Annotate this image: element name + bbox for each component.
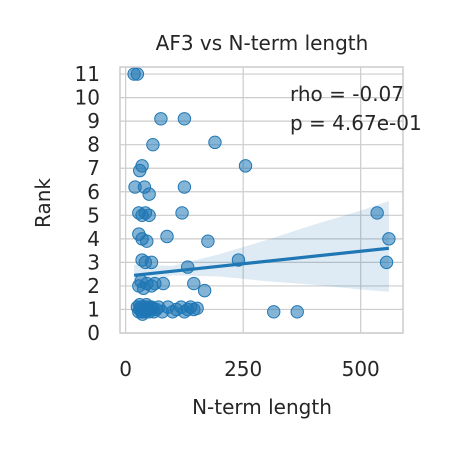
data-point	[370, 206, 384, 220]
x-tick-label: 500	[342, 357, 380, 381]
data-point	[190, 301, 204, 315]
data-point	[144, 255, 159, 270]
x-axis-label: N-term length	[192, 395, 332, 419]
p-value-annotation: p = 4.67e-01	[290, 111, 422, 135]
rho-annotation: rho = -0.07	[290, 82, 404, 106]
y-tick-label: 3	[87, 250, 100, 274]
data-point	[175, 206, 189, 220]
y-axis-label: Rank	[31, 178, 55, 228]
y-tick-label: 9	[87, 109, 100, 133]
regression-line	[133, 246, 390, 277]
data-point	[201, 234, 215, 248]
regression-layer	[133, 246, 390, 277]
data-point	[146, 301, 160, 315]
x-ticks: 0 250 500	[119, 357, 380, 381]
data-point	[156, 276, 170, 291]
data-point	[208, 135, 222, 150]
y-tick-label: 11	[75, 62, 100, 86]
data-point	[290, 305, 304, 319]
data-point	[267, 305, 281, 319]
data-point	[379, 255, 394, 270]
data-point	[382, 232, 396, 246]
data-point	[130, 67, 145, 81]
x-tick-label: 0	[119, 357, 132, 381]
data-point	[177, 180, 192, 194]
data-point	[146, 137, 160, 152]
data-point	[140, 234, 154, 248]
plot-frame	[119, 66, 404, 334]
data-point	[142, 187, 156, 201]
data-point	[187, 276, 201, 291]
y-tick-label: 8	[87, 133, 100, 157]
data-point	[177, 112, 192, 126]
data-point	[238, 159, 253, 173]
grid-lines	[120, 67, 403, 334]
x-tick-label: 250	[224, 357, 262, 381]
y-tick-label: 10	[75, 86, 100, 110]
y-tick-label: 5	[87, 203, 100, 227]
y-tick-label: 7	[87, 156, 100, 180]
data-point	[135, 159, 149, 173]
y-tick-label: 6	[87, 180, 100, 204]
y-tick-label: 4	[87, 227, 100, 251]
y-tick-label: 2	[87, 274, 100, 298]
data-point	[154, 112, 168, 126]
data-point	[160, 229, 174, 244]
data-point	[142, 208, 156, 223]
y-tick-label: 1	[87, 297, 100, 321]
data-point	[197, 283, 212, 298]
chart-title: AF3 vs N-term length	[156, 31, 369, 55]
data-points	[127, 67, 396, 321]
y-tick-label: 0	[87, 321, 100, 345]
